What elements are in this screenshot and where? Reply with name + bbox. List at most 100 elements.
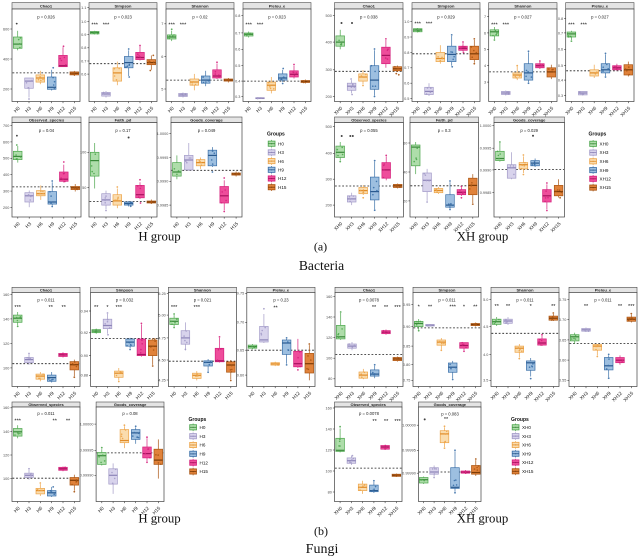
svg-text:H9: H9 xyxy=(47,221,56,230)
svg-text:***: *** xyxy=(449,305,456,311)
svg-text:0.88: 0.88 xyxy=(81,374,88,378)
svg-text:XH9: XH9 xyxy=(521,105,532,116)
svg-text:p = 0.032: p = 0.032 xyxy=(116,297,134,302)
svg-text:***: *** xyxy=(116,305,123,311)
svg-text:H9: H9 xyxy=(47,105,56,114)
svg-text:0.5: 0.5 xyxy=(235,64,240,68)
svg-text:H15: H15 xyxy=(68,390,79,401)
svg-text:H15: H15 xyxy=(303,390,314,401)
svg-text:Observed_species: Observed_species xyxy=(29,117,65,122)
svg-text:H12: H12 xyxy=(213,390,224,401)
svg-text:60: 60 xyxy=(403,141,407,145)
svg-text:H0: H0 xyxy=(97,505,106,514)
svg-text:p = 0.011: p = 0.011 xyxy=(516,297,534,302)
svg-text:XH6: XH6 xyxy=(600,159,609,164)
svg-text:Shannon: Shannon xyxy=(191,3,209,8)
svg-text:0.9990: 0.9990 xyxy=(157,180,169,184)
svg-text:XH3: XH3 xyxy=(600,150,609,155)
svg-text:XH6: XH6 xyxy=(522,443,531,448)
svg-text:XH12: XH12 xyxy=(522,460,534,465)
svg-text:400: 400 xyxy=(326,41,332,45)
svg-text:**: ** xyxy=(384,419,389,425)
svg-text:H15: H15 xyxy=(68,505,79,516)
svg-text:XH6: XH6 xyxy=(431,221,442,232)
svg-text:XH0: XH0 xyxy=(411,105,422,116)
svg-text:XH3: XH3 xyxy=(499,105,510,116)
svg-text:**: ** xyxy=(584,304,589,310)
svg-text:H group: H group xyxy=(138,512,180,526)
svg-text:H12: H12 xyxy=(133,105,144,116)
svg-text:XH0: XH0 xyxy=(600,142,609,147)
svg-text:H9: H9 xyxy=(124,105,133,114)
svg-text:Simpson: Simpson xyxy=(115,3,132,8)
svg-text:140: 140 xyxy=(326,427,332,431)
svg-text:Observed_species: Observed_species xyxy=(351,402,387,407)
svg-text:*: * xyxy=(530,304,533,310)
svg-text:p = 0.055: p = 0.055 xyxy=(360,128,378,133)
svg-text:XH3: XH3 xyxy=(345,105,356,116)
svg-text:***: *** xyxy=(491,23,498,29)
svg-text:200: 200 xyxy=(326,95,332,99)
svg-text:XH9: XH9 xyxy=(446,390,457,401)
svg-text:H6: H6 xyxy=(278,159,284,164)
svg-text:**: ** xyxy=(273,306,278,312)
svg-text:0.60: 0.60 xyxy=(559,359,566,363)
svg-text:0.8: 0.8 xyxy=(235,14,240,18)
svg-text:XH9: XH9 xyxy=(524,390,535,401)
svg-text:***: *** xyxy=(503,23,510,29)
svg-text:***: *** xyxy=(14,305,21,311)
svg-text:Simpson: Simpson xyxy=(116,287,133,292)
svg-text:H9: H9 xyxy=(47,390,56,399)
svg-text:6: 6 xyxy=(484,31,486,35)
svg-text:50: 50 xyxy=(82,186,86,190)
svg-text:***: *** xyxy=(91,23,98,29)
svg-text:0.3: 0.3 xyxy=(235,95,240,99)
svg-text:1.00000: 1.00000 xyxy=(80,423,94,427)
svg-text:p = 0.011: p = 0.011 xyxy=(37,411,55,416)
svg-text:120: 120 xyxy=(326,448,332,452)
svg-text:Observed_species: Observed_species xyxy=(28,402,64,407)
svg-text:H12: H12 xyxy=(140,505,151,516)
svg-text:XH6: XH6 xyxy=(356,105,367,116)
svg-text:H15: H15 xyxy=(69,221,80,232)
svg-text:XH3: XH3 xyxy=(422,105,433,116)
svg-text:p = 0.011: p = 0.011 xyxy=(438,297,456,302)
svg-text:H6: H6 xyxy=(200,443,206,448)
svg-text:H3: H3 xyxy=(103,390,112,399)
svg-text:XH0: XH0 xyxy=(564,105,575,116)
svg-text:p = 0.23: p = 0.23 xyxy=(273,297,289,302)
svg-text:Simpson: Simpson xyxy=(439,287,456,292)
svg-text:**: ** xyxy=(551,304,556,310)
svg-text:***: *** xyxy=(568,23,575,29)
svg-text:XH6: XH6 xyxy=(434,390,445,401)
svg-text:XH6: XH6 xyxy=(356,221,367,232)
svg-text:XH9: XH9 xyxy=(368,221,379,232)
svg-text:XH0: XH0 xyxy=(412,390,423,401)
svg-text:**: ** xyxy=(428,305,433,311)
svg-text:0.9985: 0.9985 xyxy=(480,191,492,195)
svg-text:*: * xyxy=(463,305,466,311)
svg-text:120: 120 xyxy=(326,336,332,340)
svg-text:4.0: 4.0 xyxy=(483,353,488,357)
svg-text:XH6: XH6 xyxy=(587,105,598,116)
svg-text:XH3: XH3 xyxy=(505,221,516,232)
svg-text:XH3: XH3 xyxy=(344,505,355,516)
svg-text:140: 140 xyxy=(3,430,9,434)
svg-text:H9: H9 xyxy=(278,168,284,173)
svg-text:***: *** xyxy=(426,22,433,28)
svg-text:H12: H12 xyxy=(278,176,287,181)
svg-text:4.75: 4.75 xyxy=(158,336,165,340)
svg-text:p = 0.029: p = 0.029 xyxy=(437,15,455,20)
svg-text:5.25: 5.25 xyxy=(158,292,165,296)
svg-text:Shannon: Shannon xyxy=(194,287,212,292)
svg-text:0.90: 0.90 xyxy=(81,354,88,358)
svg-text:(a): (a) xyxy=(314,240,327,254)
svg-text:0.70: 0.70 xyxy=(559,318,566,322)
svg-text:H9: H9 xyxy=(208,221,217,230)
svg-text:H6: H6 xyxy=(36,221,45,230)
svg-text:H3: H3 xyxy=(259,390,268,399)
svg-text:0.6: 0.6 xyxy=(404,82,409,86)
svg-text:**: ** xyxy=(384,305,389,311)
svg-text:500: 500 xyxy=(326,14,332,18)
svg-text:XH3: XH3 xyxy=(420,221,431,232)
